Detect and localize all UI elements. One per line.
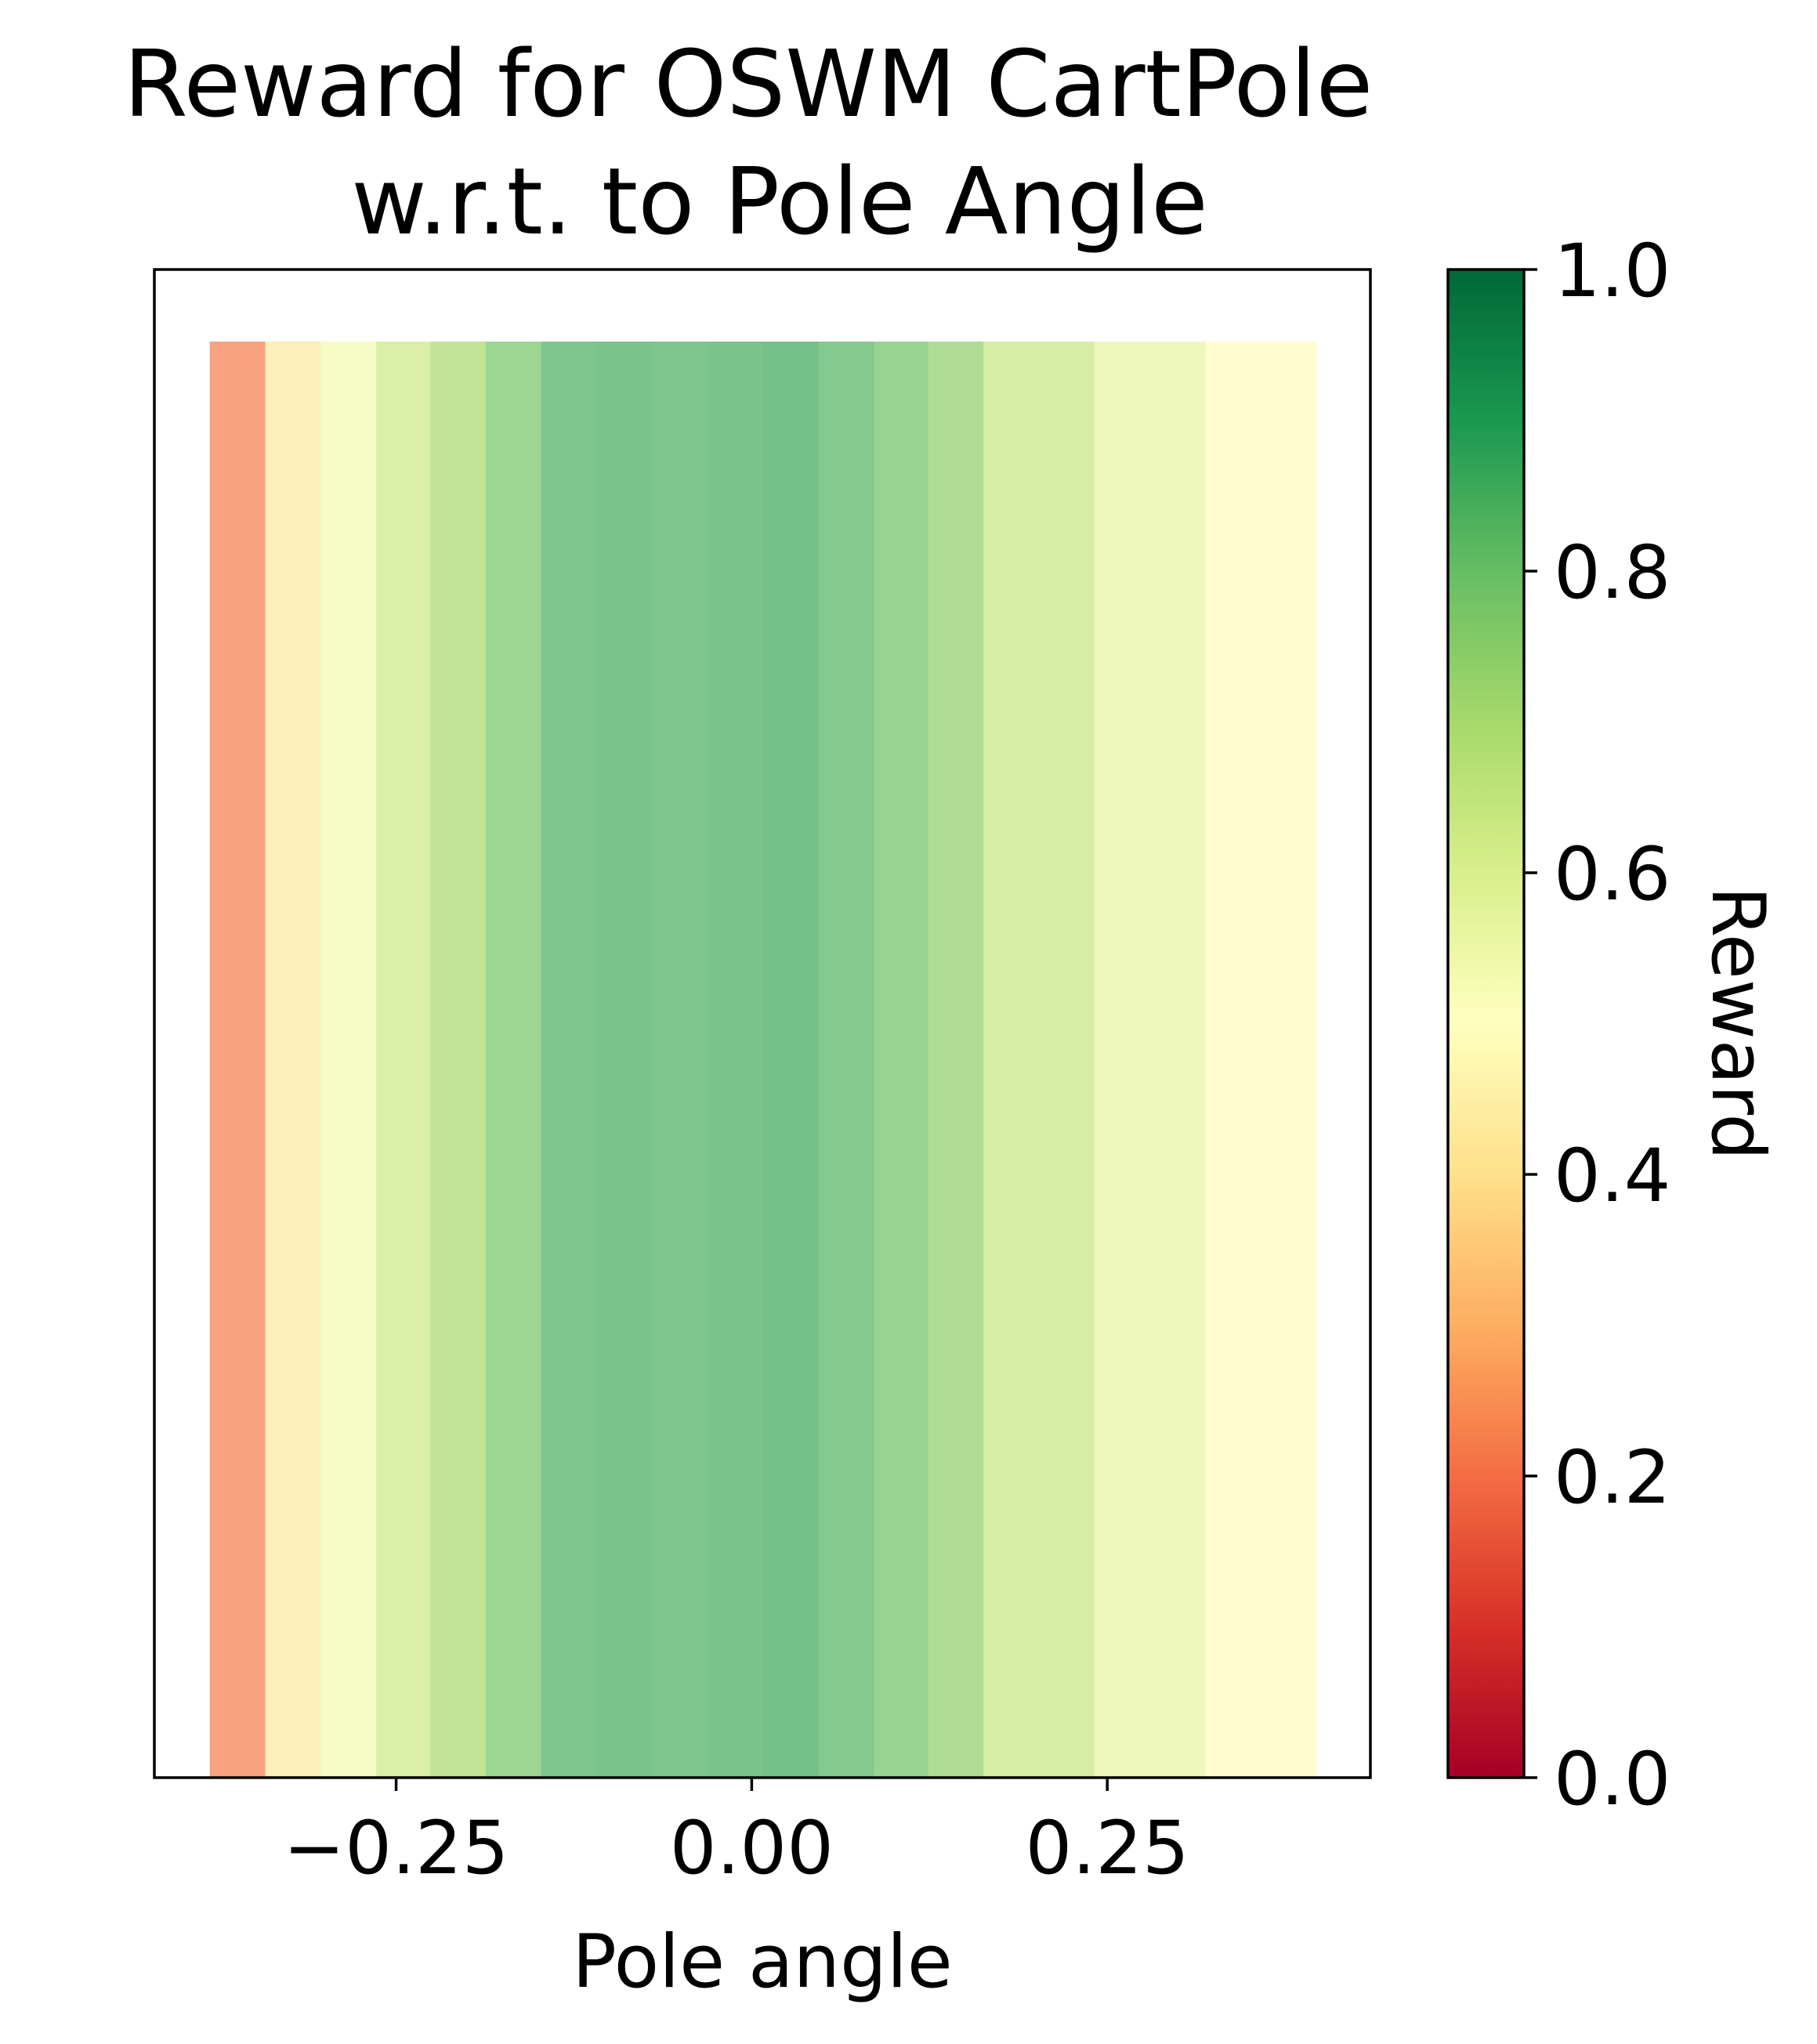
chart-title-line-1: Reward for OSWM CartPole [124,30,1374,138]
colorbar-tick-label-0: 0.0 [1554,1737,1671,1822]
heatmap-bar-10 [762,342,820,1778]
heatmap-bar-13 [928,342,984,1778]
x-tick-label-0: −0.25 [284,1806,509,1891]
heatmap-bar-11 [818,342,875,1778]
plot-frame [153,268,1372,1779]
heatmap-bars [209,342,1317,1778]
colorbar-tick-label-2: 0.4 [1554,1134,1671,1219]
heatmap-bar-1 [265,342,321,1778]
colorbar-tick-label-3: 0.6 [1554,832,1671,917]
chart-title-line-2: w.r.t. to Pole Angle [351,147,1207,255]
colorbar-ticks: 0.0 0.2 0.4 0.6 0.8 1.0 [1524,229,1671,1822]
heatmap-bar-3 [376,342,431,1778]
heatmap-bar-7 [596,342,653,1778]
heatmap-bar-5 [485,342,542,1778]
colorbar-tick-label-5: 1.0 [1554,229,1671,314]
colorbar [1446,268,1526,1779]
heatmap-bar-9 [708,342,764,1778]
heatmap-bar-17 [1149,342,1207,1778]
heatmap-bar-8 [652,342,708,1778]
heatmap-bar-15 [1039,342,1095,1778]
x-axis-ticks: −0.25 0.00 0.25 [284,1778,1189,1891]
heatmap-bar-6 [541,342,598,1778]
heatmap-bar-19 [1261,342,1317,1778]
x-tick-label-2: 0.25 [1026,1806,1189,1891]
heatmap-bar-16 [1094,342,1151,1778]
x-tick-label-1: 0.00 [670,1806,834,1891]
heatmap-bar-12 [874,342,929,1778]
heatmap-bar-0 [209,342,266,1778]
heatmap-bar-14 [983,342,1040,1778]
heatmap-bar-4 [430,342,487,1778]
colorbar-tick-label-1: 0.2 [1554,1435,1671,1521]
heatmap-bar-2 [320,342,377,1778]
x-axis-label: Pole angle [572,1919,952,2005]
colorbar-tick-label-4: 0.8 [1554,530,1671,616]
heatmap-bar-18 [1205,342,1261,1778]
colorbar-label: Reward [1695,886,1780,1160]
